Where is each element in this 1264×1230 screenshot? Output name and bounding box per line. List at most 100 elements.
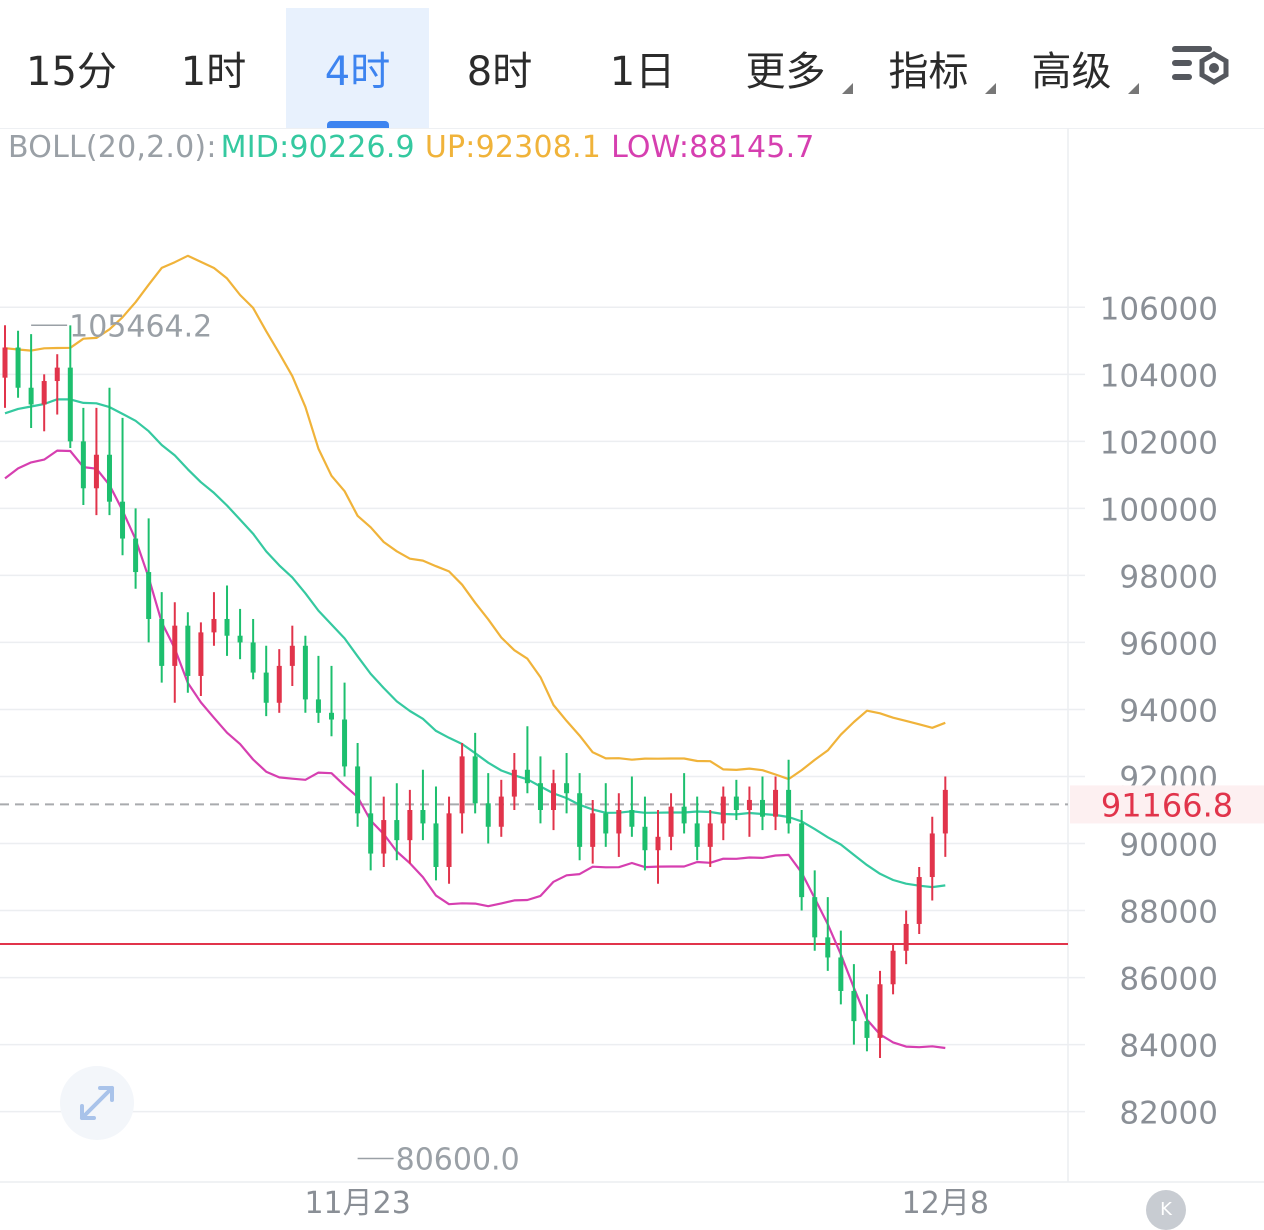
timeframe-tab-bar: 15分 1时 4时 8时 1日 更多 指标 高级 xyxy=(0,0,1264,129)
candle-body xyxy=(420,810,426,824)
candle-body xyxy=(28,387,34,405)
candle-body xyxy=(733,796,739,810)
tab-5[interactable]: 1日 xyxy=(571,8,714,128)
y-tick-label: 100000 xyxy=(1100,492,1218,528)
expand-icon[interactable] xyxy=(60,1066,134,1140)
candle-body xyxy=(211,618,217,633)
candle-body xyxy=(263,672,269,703)
tab-7[interactable]: 指标 xyxy=(857,8,1000,128)
candle-body xyxy=(67,367,73,442)
x-tick-label: 12月8 xyxy=(902,1186,989,1218)
boll-legend: BOLL(20,2.0): MID:90226.9 UP:92308.1 LOW:88… xyxy=(8,130,825,165)
y-tick-label: 86000 xyxy=(1119,962,1218,998)
candle-body xyxy=(355,766,361,814)
candle-body xyxy=(54,367,60,382)
candle-body xyxy=(120,501,126,539)
candle-body xyxy=(603,813,609,834)
candle-body xyxy=(694,823,700,847)
candle-body xyxy=(159,618,165,666)
tab-label: 1日 xyxy=(609,49,676,95)
candle-body xyxy=(564,783,570,794)
candle-body xyxy=(720,796,726,824)
candle-body xyxy=(707,823,713,847)
candle-body xyxy=(302,645,308,700)
y-tick-label: 84000 xyxy=(1119,1029,1218,1065)
low-marker-label: 80600.0 xyxy=(396,1143,520,1178)
candle-body xyxy=(799,823,805,898)
boll-legend-up: UP:92308.1 xyxy=(424,130,602,165)
candle-body xyxy=(668,806,674,837)
candle-body xyxy=(590,813,596,847)
dropdown-caret-icon xyxy=(985,83,996,94)
candle-body xyxy=(681,806,687,824)
candle-body xyxy=(877,984,883,1038)
candle-body xyxy=(577,793,583,847)
dropdown-caret-icon xyxy=(1128,83,1139,94)
current-price-box xyxy=(1070,785,1264,824)
candle-body xyxy=(942,789,948,834)
candle-body xyxy=(106,454,112,502)
tab-label: 1时 xyxy=(180,49,247,95)
boll-legend-mid: MID:90226.9 xyxy=(220,130,415,165)
tab-label: 15分 xyxy=(26,49,117,95)
y-tick-label: 106000 xyxy=(1100,291,1218,327)
tab-6[interactable]: 更多 xyxy=(714,8,857,128)
candle-body xyxy=(237,635,243,643)
candle-body xyxy=(224,618,230,636)
candle-body xyxy=(655,836,661,851)
high-marker-label: 105464.2 xyxy=(69,309,212,344)
candle-body xyxy=(812,897,818,938)
candle-body xyxy=(537,783,543,810)
boll-legend-name: BOLL(20,2.0): xyxy=(8,130,217,165)
candle-body xyxy=(773,789,779,817)
candle-body xyxy=(759,799,765,817)
candle-body xyxy=(459,756,465,814)
y-tick-label: 94000 xyxy=(1119,693,1218,729)
candle-body xyxy=(786,789,792,824)
candle-body xyxy=(93,454,99,489)
y-tick-label: 82000 xyxy=(1119,1096,1218,1132)
y-tick-label: 102000 xyxy=(1100,425,1218,461)
candle-body xyxy=(916,877,922,924)
candle-body xyxy=(524,769,530,784)
candle-body xyxy=(381,820,387,854)
y-tick-label: 104000 xyxy=(1100,358,1218,394)
candle-body xyxy=(851,990,857,1022)
candle-body xyxy=(929,833,935,878)
active-tab-indicator xyxy=(326,121,389,128)
candle-body xyxy=(746,799,752,810)
y-tick-label: 90000 xyxy=(1119,828,1218,864)
candle-body xyxy=(146,572,152,619)
candle-body xyxy=(15,347,21,388)
tab-4[interactable]: 8时 xyxy=(428,8,571,128)
y-tick-label: 88000 xyxy=(1119,895,1218,931)
tab-3[interactable]: 4时 xyxy=(286,8,429,128)
boll-legend-low: LOW:88145.7 xyxy=(611,130,815,165)
boll-mid-line xyxy=(4,398,946,889)
tab-label: 8时 xyxy=(466,49,533,95)
dropdown-caret-icon xyxy=(842,83,853,94)
candle-body xyxy=(485,803,491,827)
candle-body xyxy=(394,820,400,841)
candle-body xyxy=(864,1021,870,1038)
candle-body xyxy=(276,665,282,703)
tab-2[interactable]: 1时 xyxy=(142,8,285,128)
kline-icon[interactable]: K xyxy=(1146,1190,1186,1230)
tab-1[interactable]: 15分 xyxy=(0,8,143,128)
candle-body xyxy=(433,823,439,867)
tab-8[interactable]: 高级 xyxy=(1000,8,1143,128)
candle-body xyxy=(446,813,452,867)
candle-body xyxy=(80,441,86,489)
candle-body xyxy=(511,769,517,797)
candle-body xyxy=(250,642,256,673)
tab-label: 4时 xyxy=(324,49,391,95)
candle-body xyxy=(838,957,844,991)
y-tick-label: 96000 xyxy=(1119,626,1218,662)
candle-body xyxy=(629,810,635,827)
chart-settings-icon[interactable] xyxy=(1170,40,1236,96)
candle-body xyxy=(903,923,909,951)
x-tick-label: 11月23 xyxy=(304,1186,410,1218)
candle-body xyxy=(890,950,896,985)
candle-body xyxy=(551,783,557,810)
